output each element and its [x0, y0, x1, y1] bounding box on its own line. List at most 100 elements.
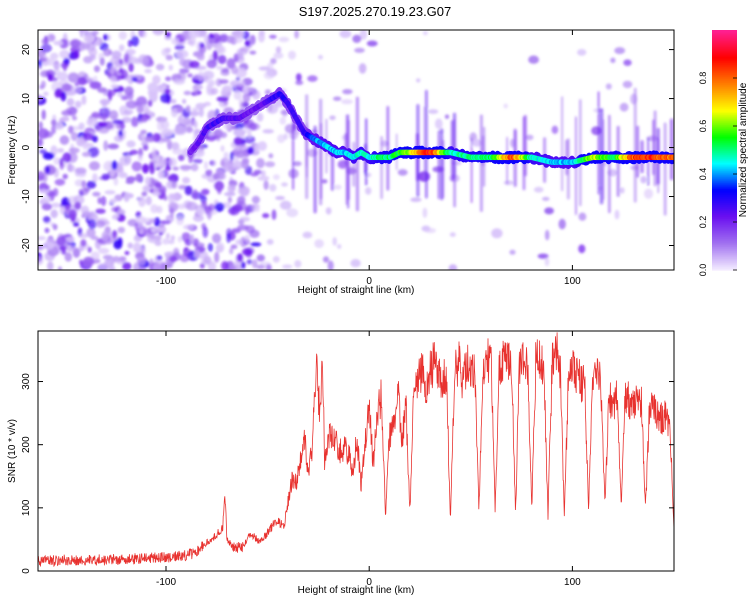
noise-blob [68, 147, 80, 154]
noise-blob [38, 65, 42, 70]
noise-blob [339, 30, 352, 38]
colorbar-tick-label: 0.0 [698, 264, 708, 277]
noise-blob [206, 84, 213, 92]
noise-blob [99, 98, 111, 105]
noise-streak [579, 99, 582, 207]
noise-blob [120, 95, 129, 101]
noise-blob [62, 173, 68, 180]
colorbar-cell [712, 130, 737, 133]
noise-blob [180, 166, 191, 172]
noise-blob [50, 209, 58, 219]
noise-blob [148, 162, 155, 170]
noise-blob [229, 247, 234, 255]
noise-blob [61, 83, 72, 92]
noise-blob [221, 261, 229, 270]
noise-blob [150, 204, 159, 214]
noise-blob [54, 89, 62, 98]
colorbar-cell [712, 182, 737, 185]
noise-blob [222, 85, 233, 93]
noise-blob [120, 120, 125, 131]
noise-blob [525, 134, 534, 141]
colorbar-cell [712, 214, 737, 217]
noise-blob [257, 175, 270, 181]
noise-blob [235, 263, 242, 270]
noise-blob [325, 207, 332, 215]
colorbar-cell [712, 76, 737, 79]
snr-x-tick-label: -100 [156, 577, 176, 588]
noise-blob [127, 56, 139, 64]
noise-blob [102, 254, 113, 260]
noise-blob [190, 163, 199, 172]
spectrogram-frame [37, 29, 675, 271]
spectrogram-y-tick-label: 0 [21, 144, 32, 150]
noise-blob [87, 246, 92, 253]
noise-blob [211, 160, 217, 167]
noise-blob [242, 92, 251, 103]
noise-blob [197, 242, 203, 247]
noise-blob [322, 256, 330, 263]
colorbar-cell [712, 184, 737, 187]
noise-blob [341, 99, 353, 105]
colorbar-cell [712, 222, 737, 225]
noise-blob [58, 266, 62, 270]
noise-blob [236, 253, 243, 262]
colorbar-cell [712, 200, 737, 203]
colorbar-cell [712, 240, 737, 243]
noise-blob [275, 46, 282, 54]
noise-blob [220, 68, 230, 73]
noise-streak [305, 132, 308, 167]
noise-blob [78, 233, 89, 239]
noise-blob [53, 40, 64, 46]
noise-blob [242, 248, 253, 256]
noise-streak [425, 89, 428, 199]
noise-blob [124, 86, 134, 97]
noise-blob [216, 65, 224, 71]
noise-streak [380, 136, 383, 200]
noise-blob [165, 165, 171, 171]
snr-panel: -100 0 100 0 100 200 300 Height of straight li… [7, 330, 675, 596]
noise-blob [43, 241, 55, 250]
noise-blob [622, 80, 633, 89]
colorbar-cell [712, 194, 737, 197]
noise-blob [138, 224, 144, 235]
noise-blob [75, 167, 87, 175]
noise-blob [177, 203, 186, 210]
noise-blob [172, 147, 183, 155]
noise-blob [140, 133, 146, 139]
noise-blob [231, 65, 238, 75]
colorbar-cell [712, 254, 737, 257]
noise-blob [279, 200, 292, 210]
noise-blob [97, 87, 107, 93]
colorbar-ticks: 0.0 0.2 0.4 0.6 0.8 [698, 72, 737, 277]
noise-blob [184, 185, 193, 196]
noise-blob [131, 35, 140, 47]
noise-blob [448, 264, 458, 270]
noise-blob [136, 96, 148, 108]
noise-blob [212, 233, 222, 244]
noise-blob [168, 157, 177, 167]
noise-blob [209, 38, 216, 43]
snr-frame [37, 330, 675, 572]
noise-blob [234, 122, 245, 130]
noise-blob [533, 186, 544, 193]
noise-blob [96, 41, 102, 46]
noise-streak [352, 141, 356, 187]
noise-blob [97, 197, 102, 205]
noise-blob [244, 135, 256, 144]
noise-blob [220, 35, 228, 42]
noise-blob [235, 67, 247, 78]
noise-blob [77, 76, 88, 86]
noise-blob [219, 79, 229, 84]
noise-blob [162, 238, 170, 245]
noise-blob [47, 261, 54, 270]
noise-blob [111, 50, 122, 60]
noise-blob [109, 198, 118, 203]
noise-blob [156, 205, 163, 214]
colorbar-cell [712, 80, 737, 83]
noise-blob [188, 30, 200, 39]
noise-blob [98, 127, 110, 134]
colorbar-cell [712, 242, 737, 245]
noise-blob [59, 38, 69, 49]
noise-blob [53, 121, 64, 130]
colorbar-cell [712, 212, 737, 215]
